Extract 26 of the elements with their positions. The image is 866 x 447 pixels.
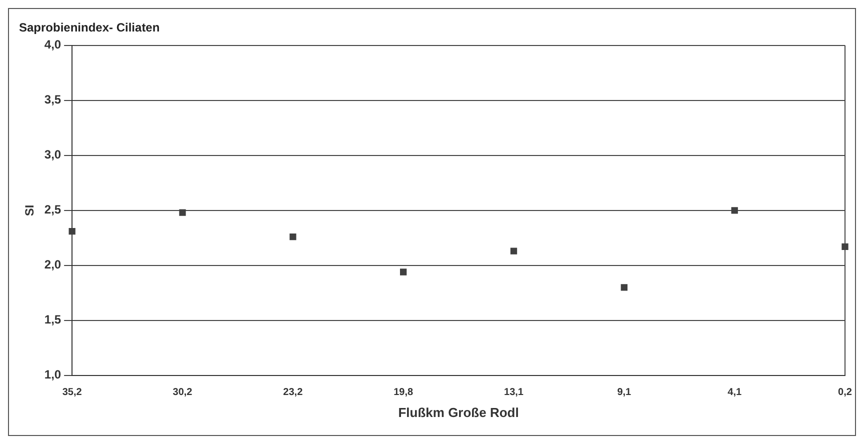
y-tick-label: 3,5 <box>44 92 62 107</box>
x-tick-label: 30,2 <box>172 387 193 398</box>
x-tick-label: 23,2 <box>283 387 304 398</box>
point <box>400 268 407 276</box>
y-axis-title: SI <box>22 204 37 216</box>
x-tick-label: 9,1 <box>617 387 632 398</box>
point <box>731 207 738 214</box>
chart-title: Saprobienindex- Ciliaten <box>19 20 160 35</box>
y-tick-label: 2,0 <box>44 258 62 272</box>
y-tick-label: 3,0 <box>44 148 62 162</box>
point <box>842 243 848 250</box>
y-tick-label: 2,5 <box>44 202 62 217</box>
point <box>620 284 628 291</box>
x-axis-title: Flußkm Große Rodl <box>398 404 519 420</box>
x-tick-label: 4,1 <box>728 387 742 398</box>
y-tick-label: 1,0 <box>44 368 62 382</box>
y-tick-label: 1,5 <box>44 312 62 327</box>
x-tick-label: 13,1 <box>504 387 524 398</box>
x-tick-label: 35,2 <box>62 387 82 398</box>
x-tick-label: 0,2 <box>838 387 852 398</box>
y-tick-label: 4,0 <box>44 38 62 52</box>
point <box>68 228 76 235</box>
point <box>290 233 296 240</box>
point <box>510 248 518 254</box>
point <box>179 209 186 216</box>
x-tick-label: 19,8 <box>394 387 414 398</box>
